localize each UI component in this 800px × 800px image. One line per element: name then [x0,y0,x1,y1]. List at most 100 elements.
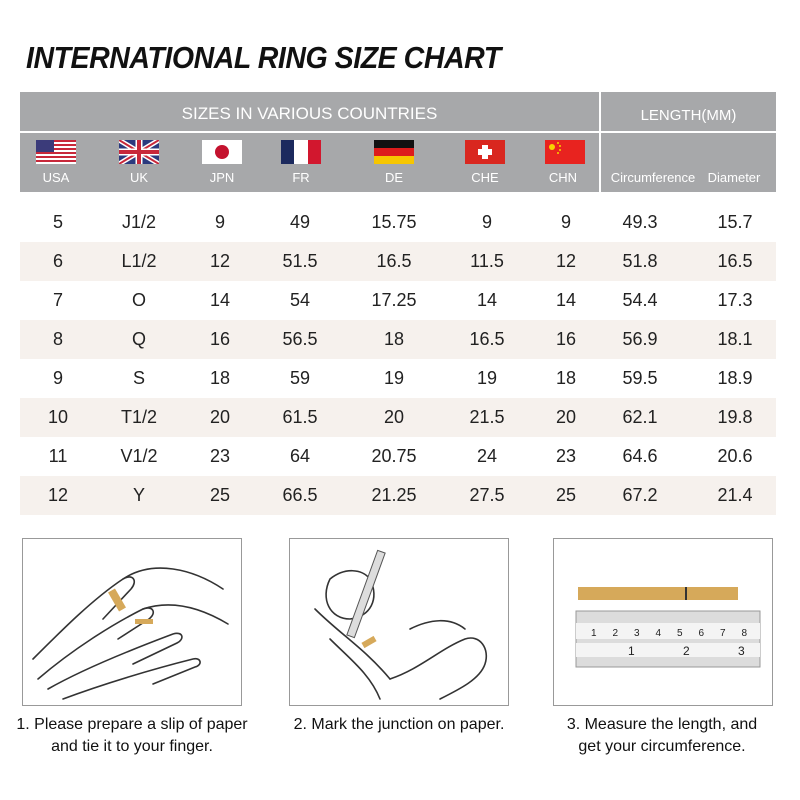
cell-fr: 51.5 [282,251,318,271]
cell-circumference: 64.6 [622,446,658,466]
cell-che: 16.5 [469,329,505,349]
ruler-cm-label: 2 [613,628,619,639]
cell-uk: V1/2 [120,446,158,466]
step-2-caption: 2. Mark the junction on paper. [269,714,529,736]
ruler-cm-label: 4 [656,628,662,639]
cell-chn: 23 [555,446,577,466]
step-3-caption: 3. Measure the length, and get your circ… [532,714,792,758]
circumference-label: Circumference [610,170,696,185]
cell-usa: 11 [48,446,68,466]
table-row: 11 V1/2 23 64 20.75 24 23 64.6 20.6 [20,437,776,476]
cell-che: 27.5 [469,485,505,505]
country-label-usa: USA [42,170,70,185]
cell-circumference: 54.4 [622,290,658,310]
cell-uk: S [132,368,145,388]
sizes-header: SIZES IN VARIOUS COUNTRIES [181,104,438,123]
cell-uk: O [131,290,146,310]
step-1-caption: 1. Please prepare a slip of paper and ti… [2,714,262,758]
cell-diameter: 20.6 [717,446,753,466]
country-label-jpn: JPN [209,170,235,185]
cell-fr: 56.5 [282,329,318,349]
cell-jpn: 20 [209,407,231,427]
cell-che: 19 [476,368,498,388]
ruler-with-paper-icon: 1 2 3 4 5 6 7 81 2 3 [575,587,761,668]
cell-diameter: 17.3 [717,290,753,310]
cell-circumference: 56.9 [622,329,658,349]
cell-jpn: 16 [209,329,231,349]
cell-usa: 7 [52,290,63,310]
cell-de: 19 [383,368,405,388]
ruler-cm-label: 8 [742,628,748,639]
cell-che: 11.5 [470,251,504,271]
cell-jpn: 14 [209,290,231,310]
table-row: 9 S 18 59 19 19 18 59.5 18.9 [20,359,776,398]
paper-strip [578,587,738,600]
ruler-inch-label: 3 [738,644,745,658]
cell-che: 9 [481,212,492,232]
cell-circumference: 67.2 [622,485,658,505]
cell-usa: 10 [47,407,69,427]
diameter-label: Diameter [707,170,761,185]
cell-fr: 61.5 [282,407,318,427]
table-row: 8 Q 16 56.5 18 16.5 16 56.9 18.1 [20,320,776,359]
cell-circumference: 51.8 [622,251,658,271]
hand-marking-paper-icon [314,549,487,700]
cell-che: 14 [476,290,498,310]
table-row: 7 O 14 54 17.25 14 14 54.4 17.3 [20,281,776,320]
cell-usa: 8 [52,329,63,349]
cell-chn: 18 [555,368,577,388]
cell-uk: Y [132,485,145,505]
cell-fr: 66.5 [282,485,318,505]
table-row: 10 T1/2 20 61.5 20 21.5 20 62.1 19.8 [20,398,776,437]
cell-de: 21.25 [371,485,417,505]
cell-usa: 5 [52,212,63,232]
cell-jpn: 23 [209,446,231,466]
step-1-line-1: 1. Please prepare a slip of paper [16,716,248,733]
cell-fr: 64 [289,446,311,466]
cell-chn: 12 [555,251,577,271]
cell-de: 20 [383,407,405,427]
ruler-cm-label: 1 [591,628,597,639]
france-flag-icon [281,140,321,164]
cell-uk: J1/2 [121,212,157,232]
hand-with-paper-icon [32,567,229,700]
cell-jpn: 9 [214,212,225,232]
cell-diameter: 19.8 [717,407,753,427]
china-flag-icon [545,140,585,164]
table-row: 5 J1/2 9 49 15.75 9 9 49.3 15.7 [20,203,776,242]
ruler-inch-label: 1 [628,644,635,658]
cell-de: 15.75 [371,212,417,232]
cell-circumference: 62.1 [622,407,658,427]
ruler-cm-label: 6 [699,628,705,639]
uk-flag-icon [119,140,159,164]
cell-diameter: 21.4 [717,485,753,505]
step-2-line-1: 2. Mark the junction on paper. [293,716,505,733]
cell-usa: 9 [52,368,63,388]
cell-chn: 25 [555,485,577,505]
cell-chn: 20 [555,407,577,427]
country-label-chn: CHN [548,170,578,185]
cell-jpn: 12 [209,251,231,271]
cell-de: 18 [383,329,405,349]
step-1-line-2: and tie it to your finger. [51,738,213,755]
table-row: 6 L1/2 12 51.5 16.5 11.5 12 51.8 16.5 [20,242,776,281]
cell-jpn: 25 [209,485,231,505]
page-title: INTERNATIONAL RING SIZE CHART [26,40,501,75]
cell-fr: 59 [289,368,311,388]
header-divider [599,92,601,192]
cell-de: 16.5 [376,251,412,271]
ruler-inch-label: 2 [683,644,690,658]
cell-chn: 9 [560,212,571,232]
cell-chn: 16 [555,329,577,349]
cell-uk: L1/2 [121,251,157,271]
cell-circumference: 49.3 [622,212,658,232]
country-label-uk: UK [129,170,149,185]
country-label-fr: FR [292,170,310,185]
cell-de: 17.25 [371,290,417,310]
cell-uk: T1/2 [120,407,158,427]
cell-usa: 12 [47,485,69,505]
step-3-line-1: 3. Measure the length, and [566,716,758,733]
cell-uk: Q [131,329,146,349]
